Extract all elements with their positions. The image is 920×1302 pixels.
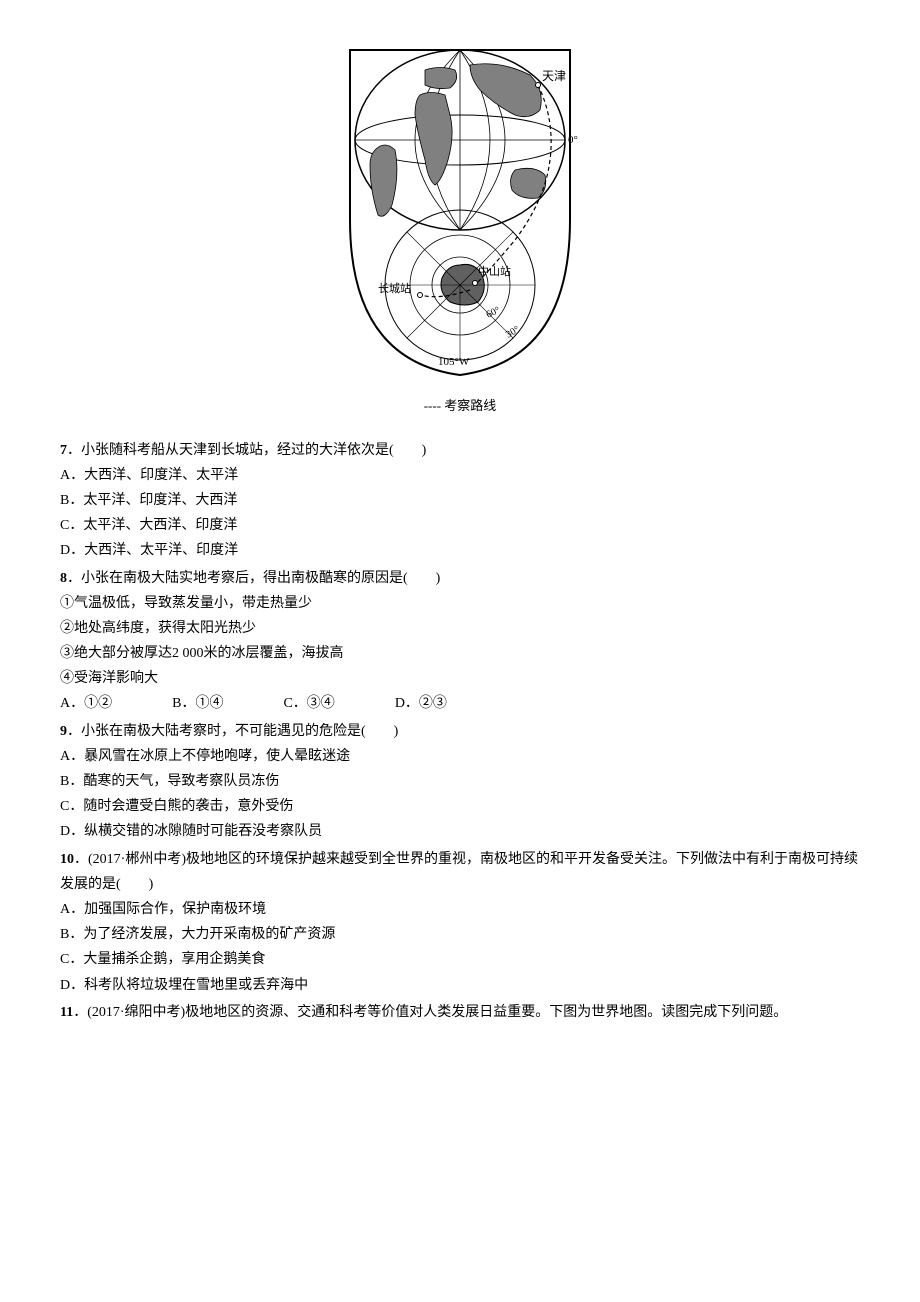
q8-option-a: A．①② [60, 691, 112, 716]
q10-stem: 10．(2017·郴州中考)极地地区的环境保护越来越受到全世界的重视，南极地区的… [60, 847, 860, 897]
map-legend: ---- 考察路线 [60, 394, 860, 417]
q9-option-a: A．暴风雪在冰原上不停地咆哮，使人晕眩迷途 [60, 744, 860, 769]
q9-option-d: D．纵横交错的冰隙随时可能吞没考察队员 [60, 819, 860, 844]
q9-option-c: C．随时会遭受白熊的袭击，意外受伤 [60, 794, 860, 819]
q10-num: 10 [60, 852, 74, 867]
q10-option-d: D．科考队将垃圾埋在雪地里或丢弃海中 [60, 973, 860, 998]
q7-stem: 7．小张随科考船从天津到长城站，经过的大洋依次是( ) [60, 438, 860, 463]
zhongshan-label: 中山站 [478, 264, 511, 278]
q8-stem: 8．小张在南极大陆实地考察后，得出南极酷寒的原因是( ) [60, 566, 860, 591]
q10-option-b: B．为了经济发展，大力开采南极的矿产资源 [60, 922, 860, 947]
q10-option-c: C．大量捕杀企鹅，享用企鹅美食 [60, 947, 860, 972]
question-9: 9．小张在南极大陆考察时，不可能遇见的危险是( ) A．暴风雪在冰原上不停地咆哮… [60, 719, 860, 845]
q11-num: 11 [60, 1005, 73, 1020]
equator-label: 0° [568, 134, 578, 146]
lon105w-label: 105°W [438, 356, 470, 368]
q8-item-2: ②地处高纬度，获得太阳光热少 [60, 616, 860, 641]
question-11: 11．(2017·绵阳中考)极地地区的资源、交通和科考等价值对人类发展日益重要。… [60, 1000, 860, 1025]
q8-item-1: ①气温极低，导致蒸发量小，带走热量少 [60, 591, 860, 616]
q7-option-c: C．太平洋、大西洋、印度洋 [60, 513, 860, 538]
q7-option-b: B．太平洋、印度洋、大西洋 [60, 488, 860, 513]
q10-option-a: A．加强国际合作，保护南极环境 [60, 897, 860, 922]
legend-dash: ---- [424, 398, 445, 413]
question-8: 8．小张在南极大陆实地考察后，得出南极酷寒的原因是( ) ①气温极低，导致蒸发量… [60, 566, 860, 717]
q7-option-a: A．大西洋、印度洋、太平洋 [60, 463, 860, 488]
q7-num: 7 [60, 443, 67, 458]
q7-option-d: D．大西洋、太平洋、印度洋 [60, 538, 860, 563]
q11-source: ．(2017·绵阳中考) [73, 1005, 185, 1020]
tianjin-label: 天津 [542, 69, 566, 83]
q9-stem: 9．小张在南极大陆考察时，不可能遇见的危险是( ) [60, 719, 860, 744]
expedition-map: 天津 中山站 长城站 0° 60° 30° 105°W [320, 40, 600, 380]
q11-stem: 11．(2017·绵阳中考)极地地区的资源、交通和科考等价值对人类发展日益重要。… [60, 1000, 860, 1025]
question-7: 7．小张随科考船从天津到长城站，经过的大洋依次是( ) A．大西洋、印度洋、太平… [60, 438, 860, 564]
changcheng-label: 长城站 [378, 281, 411, 295]
q8-option-c: C．③④ [283, 691, 334, 716]
q8-num: 8 [60, 571, 67, 586]
q8-option-d: D．②③ [395, 691, 447, 716]
q9-num: 9 [60, 724, 67, 739]
legend-text: 考察路线 [444, 398, 496, 413]
q10-source: ．(2017·郴州中考) [74, 852, 186, 867]
q8-item-4: ④受海洋影响大 [60, 666, 860, 691]
map-figure: 天津 中山站 长城站 0° 60° 30° 105°W ---- 考察路线 [60, 40, 860, 418]
q8-option-b: B．①④ [172, 691, 223, 716]
question-10: 10．(2017·郴州中考)极地地区的环境保护越来越受到全世界的重视，南极地区的… [60, 847, 860, 998]
q8-item-3: ③绝大部分被厚达2 000米的冰层覆盖，海拔高 [60, 641, 860, 666]
q9-option-b: B．酷寒的天气，导致考察队员冻伤 [60, 769, 860, 794]
q8-options: A．①② B．①④ C．③④ D．②③ [60, 691, 860, 716]
